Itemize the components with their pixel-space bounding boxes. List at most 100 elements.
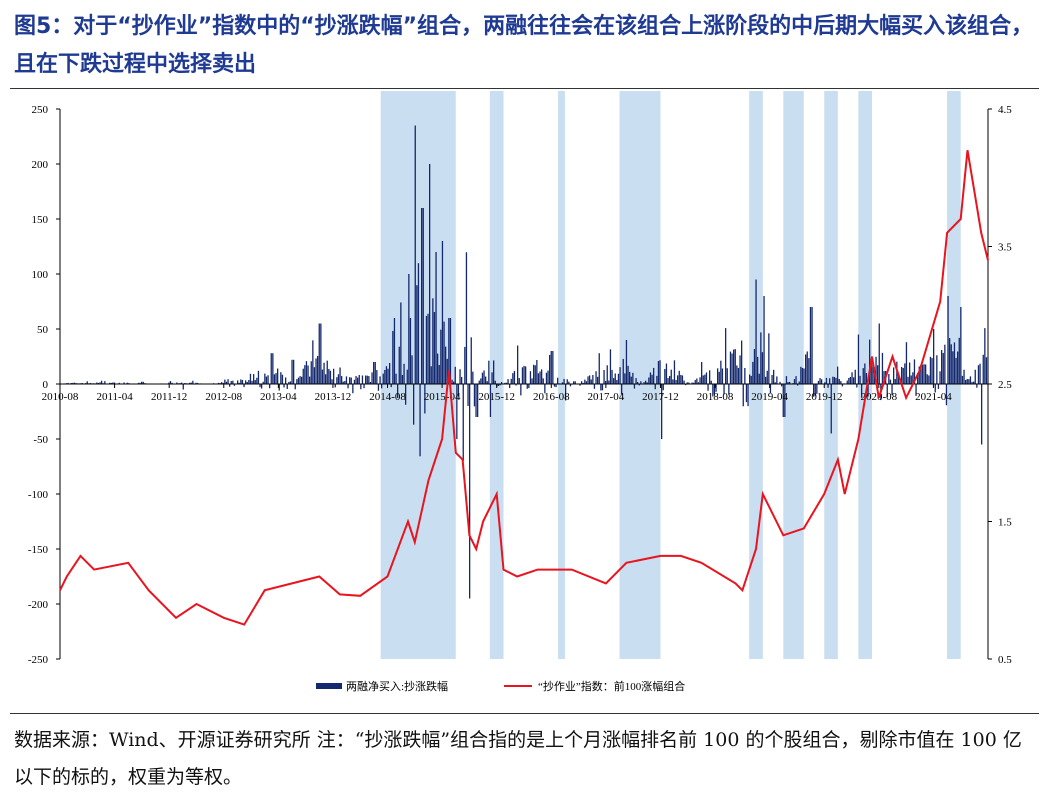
bar-mark [478, 380, 480, 384]
bar-mark [331, 379, 333, 384]
bar-mark [171, 382, 173, 384]
x-tick-label: 2018-08 [697, 391, 734, 403]
bar-mark [371, 372, 373, 384]
bar-mark [545, 372, 548, 384]
bar-mark [920, 365, 922, 384]
bar-mark [827, 384, 829, 388]
x-tick-label: 2019-04 [751, 391, 788, 403]
bar-mark [966, 379, 968, 384]
x-tick-label: 2014-08 [369, 391, 406, 403]
bar-mark [749, 374, 751, 384]
bar-mark [563, 378, 565, 384]
bar-mark [541, 369, 543, 384]
bar-mark [480, 378, 482, 384]
bar-mark [355, 375, 357, 384]
bar-mark [739, 355, 741, 384]
bar-mark [473, 384, 476, 407]
bar-mark [949, 338, 951, 384]
bar-mark [237, 380, 239, 384]
bar-mark [104, 381, 106, 384]
bar-mark [555, 384, 557, 388]
bar-mark [657, 361, 660, 384]
bar-mark [643, 382, 645, 384]
bar-mark [710, 380, 712, 384]
bar-mark [782, 384, 784, 417]
bar-mark [589, 375, 591, 384]
bar-mark [277, 368, 279, 384]
bar-mark [549, 354, 551, 384]
bar-mark [918, 366, 920, 384]
bar-mark [717, 368, 719, 384]
bar-mark [680, 374, 682, 384]
shaded-period-1 [489, 91, 504, 659]
bar-mark [240, 379, 242, 384]
bar-mark [384, 369, 386, 384]
bar-mark [400, 302, 402, 384]
bar-mark [424, 384, 426, 414]
bar-mark [789, 381, 791, 384]
bar-mark [824, 382, 826, 384]
x-tick-label: 2011-04 [96, 391, 133, 403]
bar-mark [307, 365, 309, 384]
bar-mark [118, 382, 120, 384]
bar-mark [537, 373, 540, 384]
bar-mark [425, 315, 428, 384]
bar-mark [755, 279, 757, 384]
bar-mark [621, 384, 623, 395]
bar-mark [721, 368, 724, 384]
bar-mark [864, 363, 866, 384]
bar-mark [176, 382, 178, 384]
bar-mark [97, 382, 100, 384]
bar-mark [227, 379, 229, 384]
bar-mark [605, 380, 607, 384]
bar-mark [593, 384, 596, 389]
bar-mark [360, 384, 362, 390]
bar-mark [267, 375, 269, 384]
bar-mark [667, 378, 669, 384]
bar-mark [296, 379, 298, 384]
bar-mark [494, 380, 496, 384]
bar-mark [221, 382, 223, 384]
bar-mark [856, 384, 858, 388]
bar-mark [945, 384, 948, 406]
bar-mark [363, 384, 365, 389]
bar-mark [457, 384, 460, 397]
bar-mark [614, 373, 616, 384]
bar-mark [481, 372, 484, 384]
bar-mark [801, 367, 804, 384]
bar-mark [877, 365, 879, 384]
bar-mark [832, 376, 834, 384]
bar-mark [304, 365, 306, 384]
bar-mark [368, 376, 370, 384]
bar-mark [379, 376, 381, 384]
right-tick-label: 4.5 [998, 104, 1012, 116]
bar-mark [515, 384, 517, 386]
bar-mark [752, 361, 754, 384]
bar-mark [944, 344, 946, 384]
bar-mark [848, 377, 850, 384]
bar-mark [542, 378, 544, 384]
bar-mark [702, 375, 704, 384]
bar-mark [878, 323, 880, 384]
bar-mark [838, 379, 840, 384]
bar-mark [774, 382, 776, 384]
bar-mark [814, 384, 816, 396]
bar-mark [886, 384, 888, 397]
bar-mark [350, 377, 352, 384]
bar-mark [701, 362, 703, 384]
bar-mark [280, 372, 282, 384]
bar-mark [638, 384, 640, 386]
bar-mark [224, 379, 226, 384]
bar-mark [275, 373, 277, 384]
bar-mark [974, 369, 976, 384]
bar-mark [488, 360, 490, 384]
bar-mark [449, 318, 452, 384]
bar-mark [645, 380, 647, 384]
bar-mark [753, 349, 756, 384]
bar-mark [950, 344, 952, 384]
bar-mark [669, 375, 671, 384]
bar-mark [635, 378, 637, 384]
bar-mark [825, 377, 828, 384]
left-tick-label: 0 [43, 379, 49, 391]
bar-mark [195, 382, 197, 384]
